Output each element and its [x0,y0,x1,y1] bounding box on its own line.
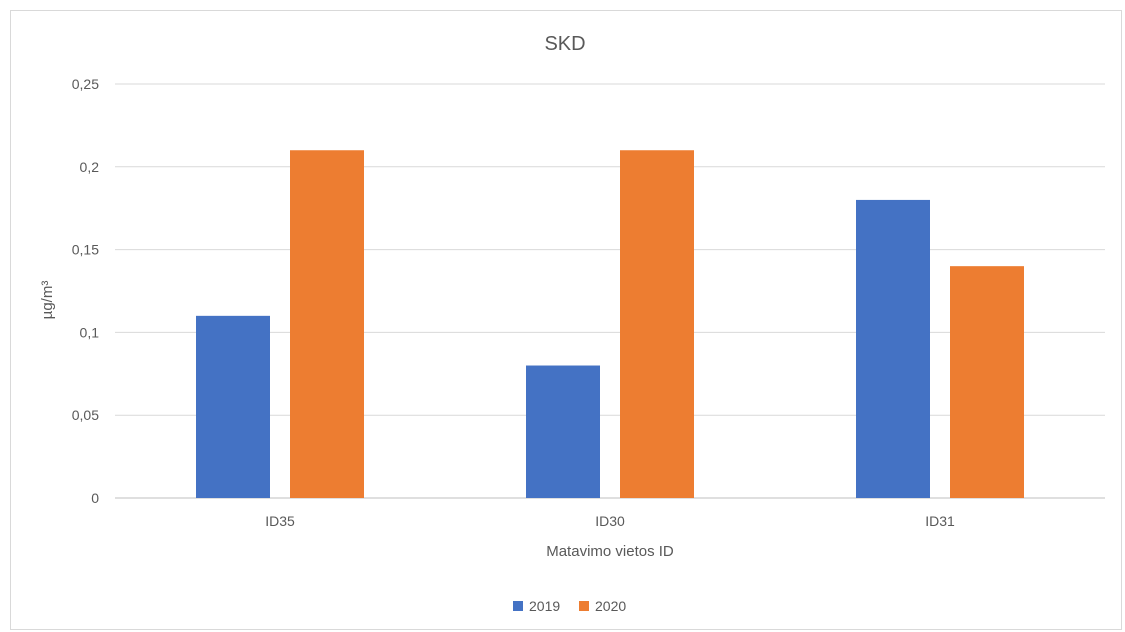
chart-title: SKD [544,33,585,55]
x-axis-ticks: ID35 ID30 ID31 [265,513,955,529]
x-tick-label: ID31 [925,513,955,529]
y-axis-ticks: 0 0,05 0,1 0,15 0,2 0,25 [72,76,99,506]
bar-2019-ID31 [856,199,930,499]
x-tick-label: ID30 [595,513,625,529]
chart-frame [10,10,1122,630]
y-tick-label: 0 [91,490,99,506]
bar-2020-ID31 [950,266,1024,498]
bar-2019-ID35 [196,315,270,498]
y-tick-label: 0,25 [72,76,99,92]
legend-swatch [513,601,523,611]
y-tick-label: 0,1 [80,324,100,340]
legend: 2019 2020 [513,598,626,614]
y-axis-title: µg/m³ [39,281,56,320]
x-axis-title: Matavimo vietos ID [546,543,674,560]
gridlines [115,83,1105,499]
y-tick-label: 0,2 [80,159,100,175]
legend-label: 2020 [595,598,626,614]
legend-label: 2019 [529,598,560,614]
bar-2020-ID35 [290,150,364,499]
bars [196,150,1024,499]
x-tick-label: ID35 [265,513,295,529]
legend-swatch [579,601,589,611]
bar-2019-ID30 [526,365,600,498]
y-tick-label: 0,15 [72,242,99,258]
bar-2020-ID30 [620,150,694,499]
y-tick-label: 0,05 [72,407,99,423]
